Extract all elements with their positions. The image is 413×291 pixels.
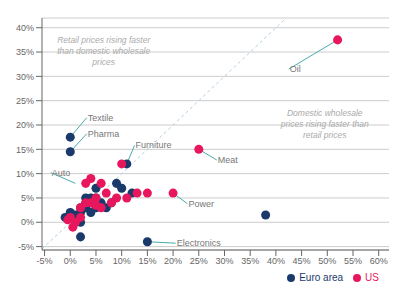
svg-text:0%: 0% xyxy=(64,256,77,266)
svg-text:Furniture: Furniture xyxy=(136,140,172,150)
svg-text:5%: 5% xyxy=(21,193,34,203)
svg-text:40%: 40% xyxy=(16,23,34,33)
svg-text:35%: 35% xyxy=(16,47,34,57)
svg-text:Oil: Oil xyxy=(290,64,301,74)
html-text:US: US xyxy=(365,272,379,283)
svg-text:40%: 40% xyxy=(267,256,285,266)
svg-text:-5%: -5% xyxy=(37,256,53,266)
svg-text:45%: 45% xyxy=(293,256,311,266)
svg-text:Electronics: Electronics xyxy=(177,238,222,248)
svg-text:0%: 0% xyxy=(21,217,34,227)
svg-text:15%: 15% xyxy=(138,256,156,266)
svg-text:20%: 20% xyxy=(164,256,182,266)
svg-text:Auto: Auto xyxy=(52,168,71,178)
svg-text:15%: 15% xyxy=(16,145,34,155)
svg-text:25%: 25% xyxy=(16,96,34,106)
svg-text:Textile: Textile xyxy=(88,113,114,123)
svg-text:55%: 55% xyxy=(344,256,362,266)
svg-text:-5%: -5% xyxy=(18,242,34,252)
svg-text:35%: 35% xyxy=(241,256,259,266)
svg-text:10%: 10% xyxy=(113,256,131,266)
svg-text:30%: 30% xyxy=(16,72,34,82)
svg-text:Meat: Meat xyxy=(218,155,239,165)
svg-text:Power: Power xyxy=(188,199,214,209)
html-text:Euro area: Euro area xyxy=(299,272,344,283)
svg-text:Retail prices rising fastertha: Retail prices rising fasterthan domestic… xyxy=(57,35,151,67)
svg-text:Domestic wholesaleprices risin: Domestic wholesaleprices rising faster t… xyxy=(280,108,369,140)
svg-text:60%: 60% xyxy=(370,256,388,266)
svg-text:50%: 50% xyxy=(318,256,336,266)
svg-text:5%: 5% xyxy=(89,256,102,266)
svg-text:Pharma: Pharma xyxy=(88,129,120,139)
svg-text:20%: 20% xyxy=(16,120,34,130)
svg-text:30%: 30% xyxy=(215,256,233,266)
svg-text:25%: 25% xyxy=(190,256,208,266)
svg-text:10%: 10% xyxy=(16,169,34,179)
